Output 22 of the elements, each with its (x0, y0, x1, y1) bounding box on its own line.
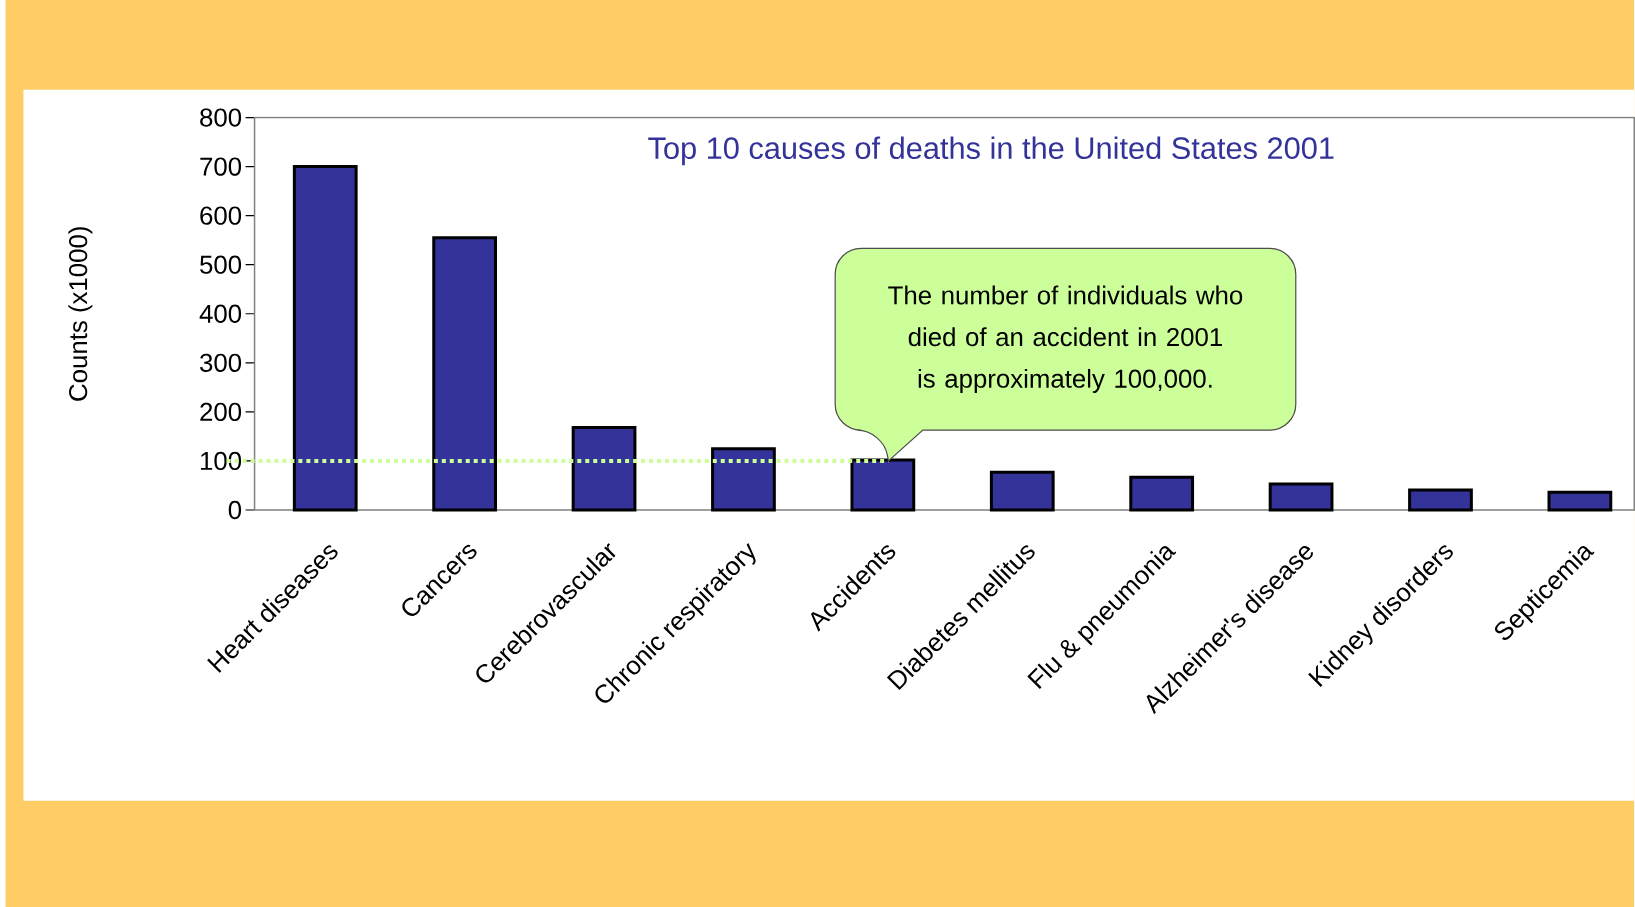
bar (711, 446, 776, 512)
y-tick-label: 400 (199, 304, 242, 323)
bar (571, 425, 637, 512)
y-tick-label: 300 (200, 353, 242, 372)
text: Top 10 causes of deaths in the United States 2001 (648, 136, 1334, 165)
annotation: The number of individuals who died of an accident in 2001 is approximately 100,000. (888, 285, 1243, 393)
y-tick-label: 0 (228, 500, 242, 519)
bar (1547, 490, 1613, 512)
y-axis-title: Counts (x1000) (68, 227, 93, 401)
bar (1268, 482, 1334, 512)
bar (1408, 488, 1473, 512)
bar (850, 458, 916, 512)
y-tick-label: 500 (200, 255, 242, 274)
bar (432, 236, 498, 512)
y-tick-label: 100 (201, 451, 242, 470)
y-tick-label: 700 (200, 157, 242, 176)
y-tick-label: 600 (200, 206, 242, 225)
bar (989, 470, 1055, 512)
y-tick-label: 800 (200, 108, 242, 127)
bar (1129, 475, 1195, 512)
bar (292, 164, 358, 512)
y-tick-label: 200 (200, 402, 242, 421)
